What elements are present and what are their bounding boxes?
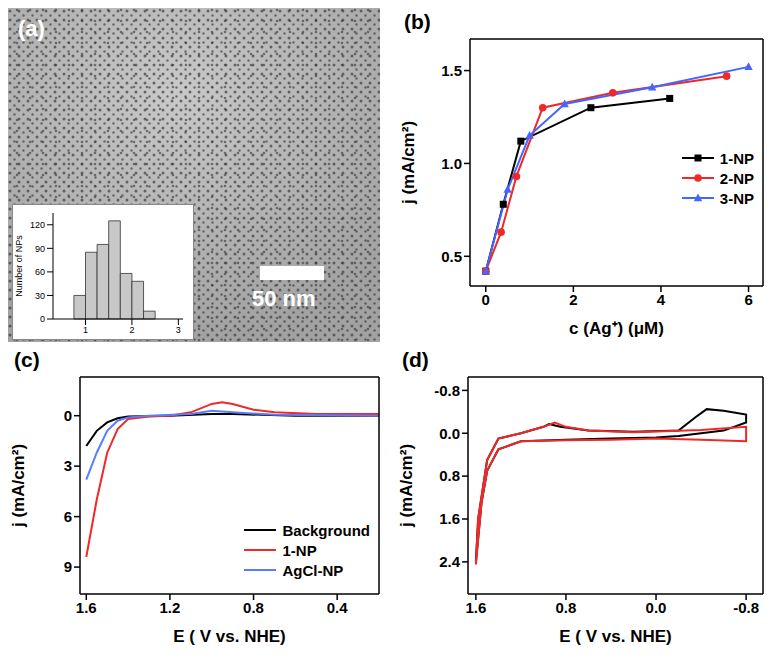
svg-text:-0.8: -0.8 <box>434 382 460 399</box>
svg-text:0.4: 0.4 <box>327 599 349 616</box>
html-text:(b): (b) <box>404 10 431 33</box>
svg-text:1.6: 1.6 <box>439 510 460 527</box>
svg-text:0.0: 0.0 <box>439 425 460 442</box>
svg-text:Number of NPs: Number of NPs <box>14 235 24 297</box>
svg-text:90: 90 <box>35 244 45 254</box>
svg-text:0: 0 <box>64 407 72 424</box>
svg-text:j (mA/cm²): j (mA/cm²) <box>9 444 28 528</box>
svg-text:0.0: 0.0 <box>646 599 667 616</box>
html-text:Background: Background <box>282 521 370 539</box>
svg-text:1.2: 1.2 <box>159 599 180 616</box>
svg-text:3: 3 <box>64 457 72 474</box>
svg-text:2: 2 <box>129 325 134 335</box>
svg-text:1.0: 1.0 <box>441 155 462 172</box>
html-text:2-NP: 2-NP <box>719 169 754 187</box>
svg-text:E ( V vs. NHE): E ( V vs. NHE) <box>173 627 285 646</box>
html-text:1-NP: 1-NP <box>719 149 754 167</box>
svg-text:3: 3 <box>176 325 181 335</box>
svg-text:6: 6 <box>744 291 752 308</box>
svg-text:2: 2 <box>569 291 577 308</box>
svg-text:0.8: 0.8 <box>243 599 264 616</box>
svg-text:E ( V vs. NHE): E ( V vs. NHE) <box>559 627 671 646</box>
html-text:3-NP: 3-NP <box>719 189 754 207</box>
svg-text:0.5: 0.5 <box>441 248 462 265</box>
html-text:1-NP: 1-NP <box>282 541 317 559</box>
svg-text:9: 9 <box>64 558 72 575</box>
html-text:50 nm: 50 nm <box>252 286 316 311</box>
svg-text:120: 120 <box>30 220 45 230</box>
svg-text:c (Ag⁺) (μM): c (Ag⁺) (μM) <box>569 319 664 338</box>
svg-text:-0.8: -0.8 <box>733 599 759 616</box>
svg-text:2.4: 2.4 <box>439 553 461 570</box>
svg-text:1.6: 1.6 <box>465 599 486 616</box>
svg-text:1.5: 1.5 <box>441 62 462 79</box>
svg-text:6: 6 <box>64 508 72 525</box>
svg-text:60: 60 <box>35 267 45 277</box>
html-text:(a): (a) <box>18 16 45 41</box>
svg-text:1.6: 1.6 <box>76 599 97 616</box>
svg-text:0: 0 <box>40 314 45 324</box>
html-text:(c): (c) <box>14 348 40 371</box>
svg-text:0.8: 0.8 <box>556 599 577 616</box>
svg-text:1: 1 <box>83 325 88 335</box>
html-text:(d): (d) <box>402 348 429 371</box>
svg-text:j (mA/cm²): j (mA/cm²) <box>399 121 418 205</box>
svg-text:4: 4 <box>657 291 666 308</box>
svg-text:30: 30 <box>35 291 45 301</box>
svg-text:0: 0 <box>482 291 490 308</box>
svg-text:j (mA/cm²): j (mA/cm²) <box>397 444 416 528</box>
html-text:AgCl-NP: AgCl-NP <box>282 561 344 579</box>
svg-text:0.8: 0.8 <box>439 467 460 484</box>
